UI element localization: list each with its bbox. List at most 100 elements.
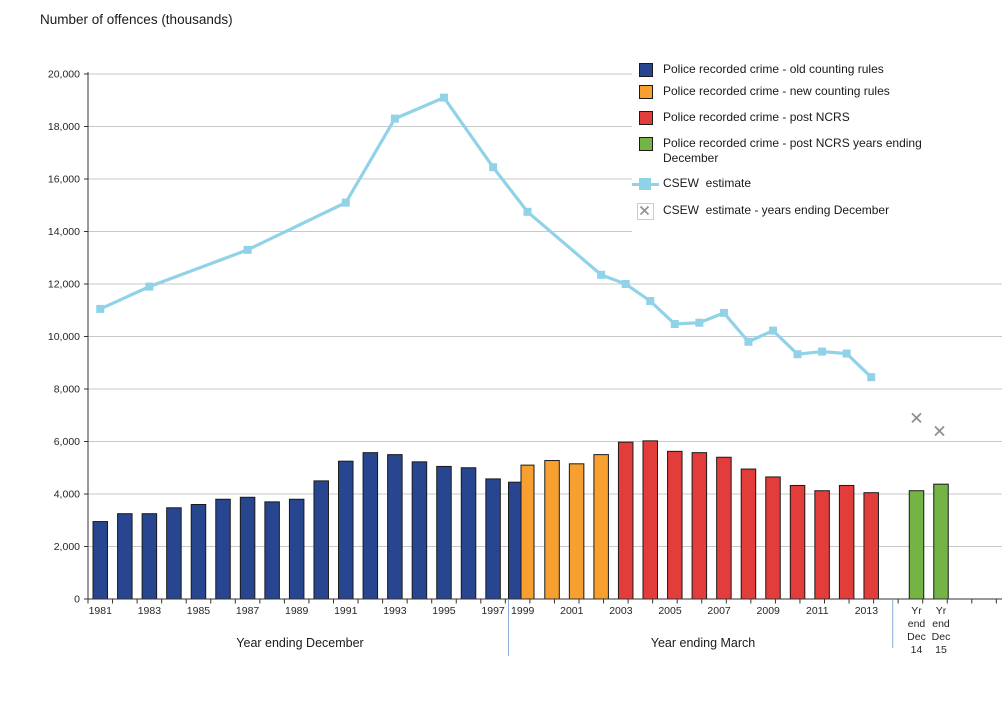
x-tick-label: 1991 — [334, 605, 358, 617]
line-marker — [621, 280, 630, 288]
x-tick-label: 15 — [935, 644, 947, 656]
y-tick-label: 8,000 — [54, 384, 80, 396]
legend-swatch-icon — [639, 137, 653, 151]
bar — [814, 490, 830, 600]
bar — [568, 463, 585, 600]
legend-item-label: Police recorded crime - post NCRS — [663, 110, 850, 124]
line-marker — [744, 337, 753, 346]
legend-item-label: Police recorded crime - new counting rul… — [663, 84, 890, 98]
line-marker — [523, 207, 532, 216]
line-marker — [145, 282, 154, 291]
bar — [313, 480, 329, 600]
y-tick-label: 0 — [74, 594, 80, 606]
bar — [92, 521, 109, 600]
bar — [740, 468, 757, 600]
bar — [215, 498, 231, 600]
y-tick-label: 2,000 — [54, 541, 80, 553]
chart-title: Number of offences (thousands) — [40, 12, 233, 27]
bar — [933, 483, 949, 600]
x-tick-label: 2003 — [609, 605, 633, 617]
legend-x-marker-icon — [637, 203, 654, 220]
legend-item-4: CSEW estimate — [632, 176, 1008, 192]
x-tick-label: 1997 — [481, 605, 505, 617]
x-marker — [911, 412, 922, 424]
x-tick-label: 1995 — [432, 605, 456, 617]
bar — [460, 467, 477, 600]
bar — [716, 456, 732, 600]
legend-swatch-icon — [639, 85, 653, 99]
x-axis-section-label-december: Year ending December — [236, 636, 364, 650]
line-marker — [719, 308, 728, 317]
x-tick-label: 1981 — [89, 605, 113, 617]
legend-item-label: CSEW estimate - years ending December — [663, 203, 890, 217]
x-tick-label: 2009 — [757, 605, 781, 617]
legend-square-sample — [639, 178, 651, 190]
x-tick-label: 1993 — [383, 605, 407, 617]
bar — [838, 484, 855, 600]
y-tick-label: 4,000 — [54, 489, 80, 501]
legend-item-3: Police recorded crime - post NCRS years … — [632, 136, 1008, 165]
bar — [617, 441, 634, 600]
bar — [338, 460, 354, 600]
legend-swatch-icon — [639, 111, 653, 125]
line-marker — [695, 318, 704, 327]
legend-line-marker-icon — [632, 178, 659, 191]
line-marker — [793, 350, 802, 359]
bar — [387, 454, 403, 600]
bar — [239, 496, 256, 600]
bar — [485, 478, 501, 600]
line-marker — [597, 270, 606, 279]
x-tick-label: 2001 — [560, 605, 584, 617]
bar — [593, 454, 609, 600]
x-tick-label: 2011 — [806, 605, 829, 617]
line-marker — [867, 373, 876, 382]
bar — [691, 452, 708, 600]
bar — [141, 513, 158, 600]
bar — [436, 465, 452, 600]
x-tick-label: 1983 — [138, 605, 162, 617]
line-marker — [341, 198, 350, 207]
bar — [789, 484, 806, 600]
y-tick-label: 12,000 — [48, 279, 80, 291]
x-marker — [934, 425, 945, 437]
line-marker — [439, 93, 448, 102]
y-axis: 0 2,000 4,000 6,000 8,000 10,000 12,000 14,000 1… — [48, 69, 89, 606]
y-tick-label: 20,000 — [48, 69, 80, 81]
x-tick-label: 1999 — [511, 605, 535, 617]
x-tick-label: 2013 — [855, 605, 879, 617]
bar — [765, 476, 781, 600]
x-tick-label: Yr — [911, 605, 922, 617]
x-tick-label: 1987 — [236, 605, 260, 617]
x-axis — [87, 598, 1002, 604]
bar-series-1 — [520, 454, 609, 600]
bar — [166, 507, 182, 600]
x-tick-label: Dec — [932, 631, 951, 643]
bar — [508, 481, 522, 600]
line-marker — [818, 347, 827, 356]
y-tick-label: 6,000 — [54, 436, 80, 448]
legend-item-1: Police recorded crime - new counting rul… — [632, 84, 1008, 100]
bar — [264, 501, 280, 600]
bar — [908, 490, 925, 600]
bar — [411, 461, 428, 600]
csew-december-markers — [911, 412, 945, 437]
x-tick-label: Dec — [907, 631, 926, 643]
bar — [544, 460, 560, 600]
bar — [520, 464, 535, 600]
x-tick-label: 2005 — [658, 605, 682, 617]
x-tick-label: 14 — [911, 644, 923, 656]
x-axis-section-label-march: Year ending March — [650, 636, 756, 650]
y-tick-label: 16,000 — [48, 174, 80, 186]
y-tick-label: 18,000 — [48, 121, 80, 133]
legend-item-label: Police recorded crime - post NCRS years … — [663, 136, 922, 165]
legend-item-label: Police recorded crime - old counting rul… — [663, 62, 884, 76]
bar — [288, 498, 305, 600]
legend-item-2: Police recorded crime - post NCRS — [632, 110, 1008, 126]
csew-line — [96, 93, 876, 382]
legend-item-label: CSEW estimate — [663, 176, 752, 190]
line-marker — [390, 114, 399, 123]
line-marker — [646, 297, 655, 306]
